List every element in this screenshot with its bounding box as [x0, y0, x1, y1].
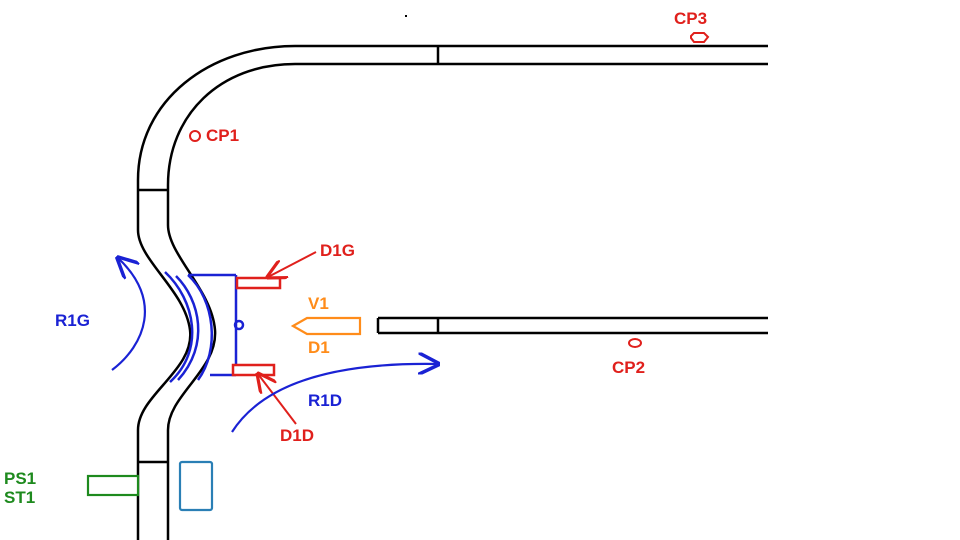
detector-d1g[interactable]	[235, 276, 282, 290]
stray-dot	[405, 15, 407, 17]
control-point-cp3[interactable]	[690, 32, 710, 43]
outer-track	[136, 44, 768, 540]
label-cp1: CP1	[206, 126, 239, 145]
label-v1: V1	[308, 294, 329, 313]
detector-d1d[interactable]	[231, 363, 276, 377]
label-r1g: R1G	[55, 311, 90, 330]
control-point-cp1[interactable]	[189, 130, 201, 142]
route-r1g-arrow	[111, 258, 146, 371]
label-d1d: D1D	[280, 426, 314, 445]
trackside-device-box[interactable]	[178, 460, 214, 512]
label-st1: ST1	[4, 488, 35, 507]
route-r1d-arrow	[231, 364, 438, 433]
label-cp3: CP3	[674, 9, 707, 28]
label-r1d: R1D	[308, 391, 342, 410]
label-d1: D1	[308, 338, 330, 357]
outer-track-rail-outer	[136, 44, 768, 540]
outer-track-rail-inner	[166, 62, 768, 540]
d1g-pointer-arrow	[268, 251, 317, 277]
signal-v1[interactable]	[290, 316, 362, 336]
label-d1g: D1G	[320, 241, 355, 260]
label-cp2: CP2	[612, 358, 645, 377]
switch-section	[164, 271, 245, 383]
d1d-pointer-arrow	[258, 374, 297, 425]
inner-siding	[376, 316, 768, 335]
label-ps1: PS1	[4, 469, 36, 488]
switch-motor-ps1[interactable]	[86, 474, 140, 497]
control-point-cp2[interactable]	[628, 338, 642, 348]
